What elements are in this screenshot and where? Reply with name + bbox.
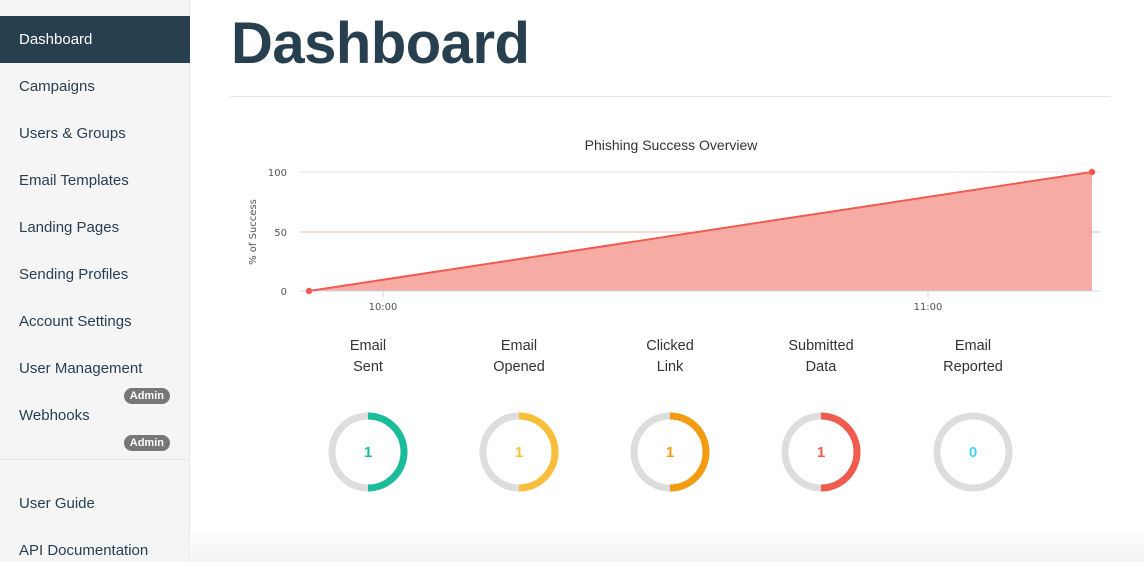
y-tick-label: 0 [281,287,287,298]
donut-email-sent[interactable]: 1 [328,412,408,492]
x-tick-label: 10:00 [369,302,398,313]
sidebar-item-label: Email Templates [19,172,129,189]
sidebar-item-label: Account Settings [19,313,132,330]
sidebar-item-email-templates[interactable]: Email Templates [0,157,190,204]
donut-value: 1 [363,443,373,461]
chart-title: Phishing Success Overview [584,137,758,153]
sidebar-item-user-guide[interactable]: User Guide [0,480,190,527]
sidebar-item-landing-pages[interactable]: Landing Pages [0,204,190,251]
donut-value: 0 [968,443,978,461]
y-axis-title: % of Success [248,199,259,265]
sidebar-item-label: Campaigns [19,78,95,95]
admin-badge: Admin [123,388,170,404]
donut-submitted-data[interactable]: 1 [781,412,861,492]
x-tick-label: 11:00 [914,302,943,313]
donut-value: 1 [514,443,524,461]
stat-email-reported: Email Reported [943,338,1003,375]
donut-clicked-link[interactable]: 1 [630,412,710,492]
sidebar-item-label: API Documentation [19,542,149,559]
stat-email-sent: Email Sent [349,338,387,375]
donut-value: 1 [665,443,675,461]
donut-email-reported[interactable]: 0 [933,412,1013,492]
main-content: Dashboard Phishing Success Overview 100 … [191,0,1144,562]
sidebar-item-dashboard[interactable]: Dashboard [0,16,190,63]
admin-badge: Admin [123,435,170,451]
sidebar-item-sending-profiles[interactable]: Sending Profiles [0,251,190,298]
sidebar: Dashboard Campaigns Users & Groups Email… [0,0,190,562]
sidebar-item-label: Dashboard [19,31,93,48]
sidebar-item-account-settings[interactable]: Account Settings [0,298,190,345]
page-title: Dashboard [231,11,530,76]
donut-email-opened[interactable]: 1 [479,412,559,492]
sidebar-item-api-documentation[interactable]: API Documentation [0,527,190,562]
sidebar-divider [0,459,190,460]
donut-value: 1 [816,443,826,461]
data-point[interactable] [1088,168,1096,176]
sidebar-item-label: Users & Groups [19,125,126,142]
sidebar-item-campaigns[interactable]: Campaigns [0,63,190,110]
sidebar-item-label: User Guide [19,495,95,512]
stat-email-opened: Email Opened [493,338,545,375]
series-line [308,171,1093,292]
stat-submitted-data: Submitted Data [788,338,854,375]
phishing-success-chart: 100 50 0 10:00 11:00 % of Success [248,168,1100,313]
sidebar-item-webhooks[interactable]: Webhooks [0,392,190,439]
sidebar-item-label: Sending Profiles [19,266,129,283]
y-tick-label: 50 [274,228,287,239]
sidebar-item-users-groups[interactable]: Users & Groups [0,110,190,157]
sidebar-item-label: Webhooks [19,407,90,424]
y-tick-label: 100 [268,168,287,179]
stat-clicked-link: Clicked Link [646,338,694,375]
bottom-fade [191,530,1144,562]
sidebar-item-user-management[interactable]: User Management [0,345,190,392]
title-divider [230,96,1110,97]
sidebar-item-label: User Management [19,360,143,377]
data-point[interactable] [305,287,313,295]
sidebar-item-label: Landing Pages [19,219,120,236]
